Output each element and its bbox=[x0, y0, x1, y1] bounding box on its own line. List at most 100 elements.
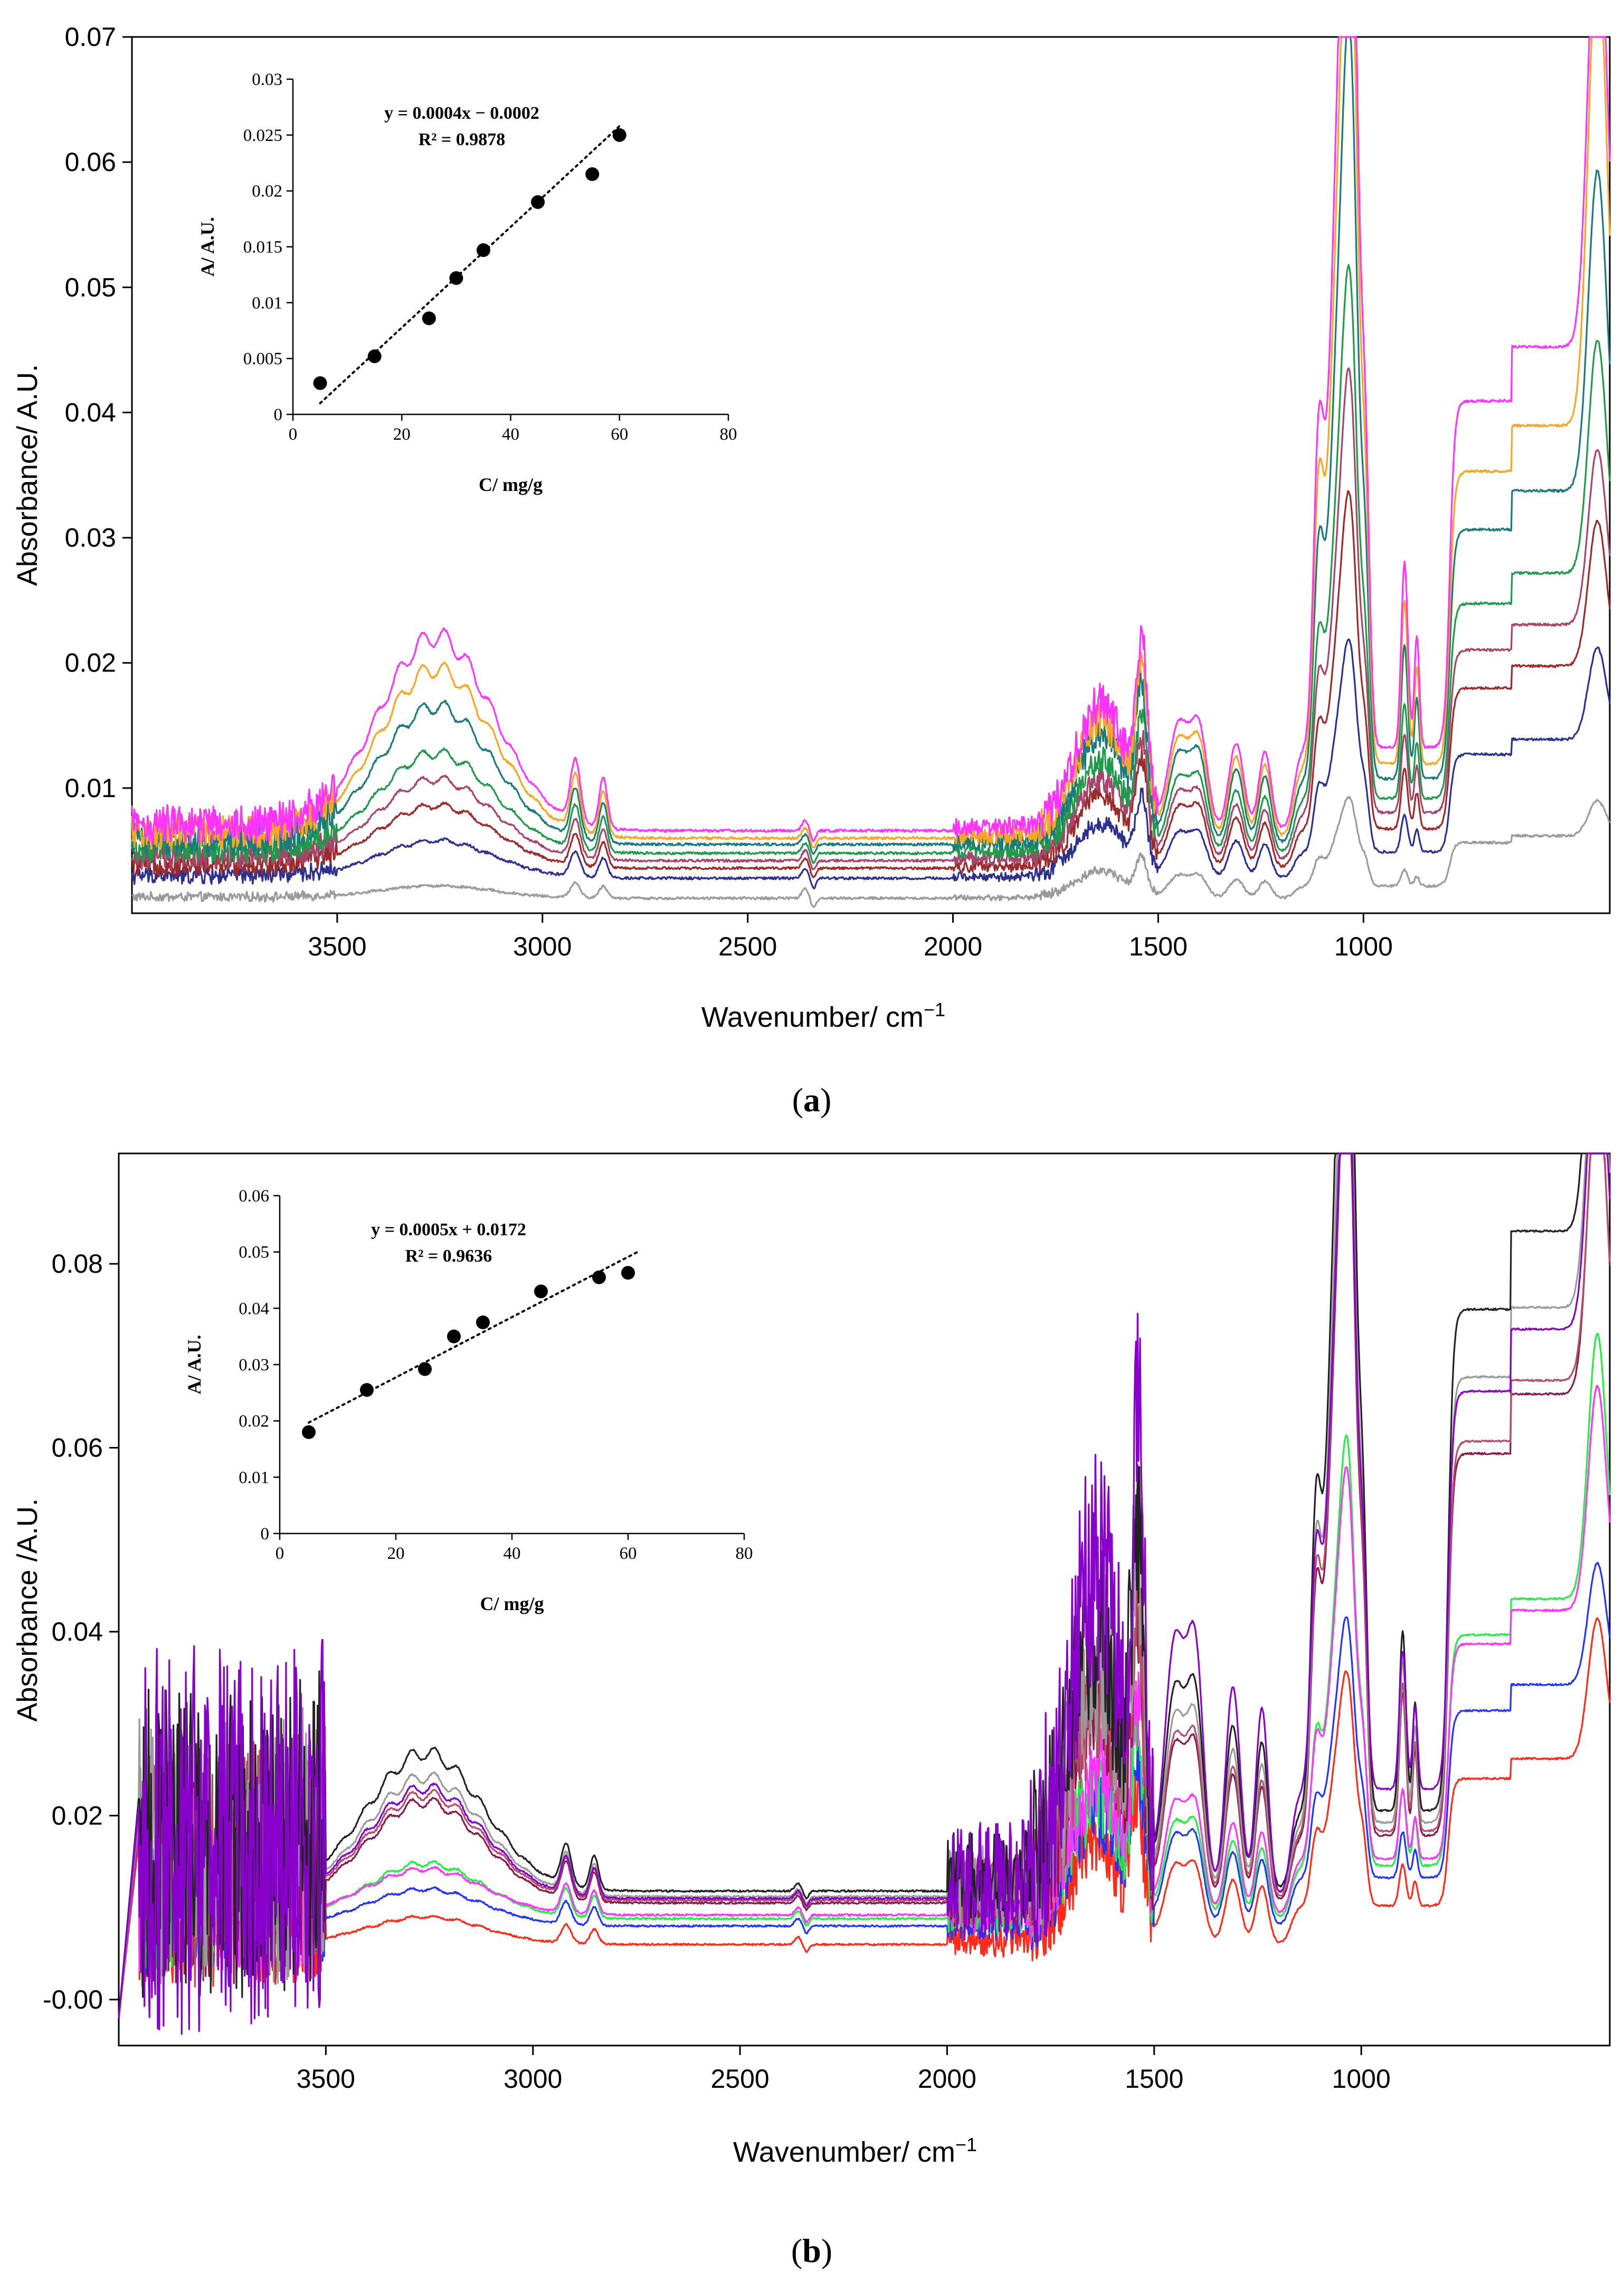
panel-a-inset-x-axis-label: C/ mg/g bbox=[479, 474, 543, 495]
panel-a-axes: 3500 3000 2500 2000 1500 10000.010.020.030.04… bbox=[65, 22, 1393, 961]
panel-a-inset-y-tick-label: 0.03 bbox=[252, 70, 282, 89]
panel-a-inset-y-tick-label: 0.025 bbox=[243, 126, 282, 145]
panel-a-inset-y-tick-label: 0 bbox=[274, 405, 283, 424]
panel-a-inset-x-tick-label: 80 bbox=[720, 425, 737, 444]
panel-b-chart: 3500 3000 2500 2000 1500 1000-0.000.020.040.0… bbox=[12, 1152, 1611, 2168]
panel-a-inset-trendline bbox=[319, 125, 621, 404]
panel-b-inset-y-tick-label: 0.05 bbox=[239, 1243, 269, 1262]
panel-a-x-tick-label: 2000 bbox=[924, 932, 982, 961]
panel-b-series-8 bbox=[118, 1152, 1610, 2018]
panel-a-inset-r2: R² = 0.9878 bbox=[419, 130, 506, 149]
panel-a-caption: (a) bbox=[792, 1081, 832, 1119]
panel-b-inset-y-tick-label: 0.04 bbox=[239, 1299, 269, 1318]
panel-b-inset-point bbox=[418, 1362, 432, 1376]
panel-b-inset-background bbox=[206, 1180, 765, 1639]
panel-b-x-tick-label: 3000 bbox=[504, 2064, 562, 2094]
panel-a-inset-point bbox=[612, 128, 626, 142]
panel-b-caption: (b) bbox=[791, 2232, 832, 2269]
panel-a-series-2 bbox=[131, 638, 1611, 889]
panel-a-x-tick-label: 2500 bbox=[718, 932, 777, 961]
panel-b-inset-y-tick-label: 0.02 bbox=[239, 1412, 269, 1431]
panel-a-inset-y-tick-label: 0.015 bbox=[243, 238, 282, 257]
panel-b-inset-y-tick-label: 0.06 bbox=[239, 1187, 269, 1206]
panel-b-inset-y-tick-label: 0.01 bbox=[239, 1468, 269, 1487]
panel-b-inset-x-tick-label: 60 bbox=[620, 1544, 637, 1563]
panel-b-series-2 bbox=[118, 1561, 1611, 2018]
panel-b-y-tick-label: 0.02 bbox=[52, 1801, 103, 1830]
panel-b-x-tick-label: 2000 bbox=[918, 2064, 976, 2094]
panel-a-y-axis-label: Absorbance/ A.U. bbox=[12, 364, 43, 586]
panel-b-y-tick-label: 0.06 bbox=[52, 1433, 103, 1463]
panel-b-series-7 bbox=[118, 1152, 1611, 2018]
panel-a-spectra bbox=[131, 36, 1611, 908]
panel-b-inset-y-tick-label: 0 bbox=[261, 1525, 270, 1544]
panel-b-axes: 3500 3000 2500 2000 1500 1000-0.000.020.040.0… bbox=[43, 1249, 1391, 2094]
panel-a-series-8 bbox=[131, 36, 1611, 845]
panel-a-y-tick-label: 0.02 bbox=[65, 648, 116, 678]
panel-a-series-6 bbox=[131, 36, 1611, 858]
panel-b-y-tick-label: 0.04 bbox=[52, 1617, 103, 1646]
panel-b-x-tick-label: 1500 bbox=[1125, 2064, 1183, 2094]
panel-a-inset-equation: y = 0.0004x − 0.0002 bbox=[384, 103, 539, 123]
panel-a-inset-y-tick-label: 0.02 bbox=[252, 182, 282, 201]
panel-a-y-tick-label: 0.06 bbox=[65, 147, 116, 177]
panel-a-inset-point bbox=[422, 311, 436, 325]
panel-a-x-tick-label: 1500 bbox=[1129, 932, 1188, 961]
panel-b-series-9 bbox=[118, 1152, 1611, 2035]
panel-a-inset-x-tick-label: 40 bbox=[502, 425, 519, 444]
panel-b-inset-x-axis-label: C/ mg/g bbox=[480, 1593, 544, 1614]
panel-b-inset-x-tick-label: 0 bbox=[276, 1544, 284, 1563]
panel-a-series-4 bbox=[131, 367, 1611, 870]
panel-b-inset-x-tick-label: 20 bbox=[387, 1544, 405, 1563]
panel-a-chart: 3500 3000 2500 2000 1500 10000.010.020.030.04… bbox=[12, 22, 1611, 1033]
panel-b-spectra bbox=[118, 1152, 1611, 2035]
panel-a-y-tick-label: 0.05 bbox=[65, 272, 116, 302]
panel-b-series-6 bbox=[118, 1152, 1611, 2018]
panel-b-inset-equation: y = 0.0005x + 0.0172 bbox=[371, 1220, 526, 1239]
panel-a-inset-y-tick-label: 0.01 bbox=[252, 294, 282, 313]
panel-b-inset-point bbox=[621, 1266, 635, 1280]
panel-a-inset-point bbox=[313, 376, 327, 390]
panel-a-inset-point bbox=[585, 167, 600, 181]
panel-b-plot-frame bbox=[118, 1152, 1611, 2047]
panel-b-inset-point bbox=[360, 1383, 374, 1397]
panel-a-x-tick-label: 3000 bbox=[513, 932, 572, 961]
panel-b-inset-r2: R² = 0.9636 bbox=[405, 1246, 492, 1266]
panel-a-series-1 bbox=[131, 796, 1611, 908]
panel-b-inset-point bbox=[534, 1284, 548, 1299]
panel-b-y-tick-label: 0.08 bbox=[52, 1249, 103, 1279]
panel-b-inset-y-tick-label: 0.03 bbox=[239, 1356, 269, 1375]
panel-b-x-tick-label: 1000 bbox=[1332, 2064, 1391, 2094]
panel-a-x-axis-label: Wavenumber/ cm−1 bbox=[701, 999, 945, 1033]
panel-b-inset-chart: 0 20 40 60 80 0 0.01 0.02 0.03 0.04 0.05 0.06 y = 0.… bbox=[184, 1180, 765, 1639]
panel-b-inset-x-tick-label: 40 bbox=[504, 1544, 521, 1563]
panel-a-inset-point bbox=[531, 195, 545, 209]
panel-b-y-tick-label: -0.00 bbox=[43, 1985, 103, 2014]
panel-a-y-tick-label: 0.04 bbox=[65, 397, 116, 427]
panel-a-inset-background bbox=[219, 63, 749, 520]
panel-a-y-tick-label: 0.03 bbox=[65, 523, 116, 553]
panel-b-series-4 bbox=[118, 1385, 1611, 2018]
panel-a-inset-point bbox=[476, 243, 490, 257]
panel-b-inset-x-tick-label: 80 bbox=[736, 1544, 753, 1563]
panel-b-x-axis-label: Wavenumber/ cm−1 bbox=[733, 2134, 977, 2168]
panel-b-x-tick-label: 2500 bbox=[710, 2064, 769, 2094]
panel-b-inset-point bbox=[476, 1315, 490, 1329]
panel-b-inset-trendline bbox=[308, 1250, 641, 1424]
panel-a-y-tick-label: 0.01 bbox=[65, 773, 116, 803]
panel-a-inset-x-tick-label: 20 bbox=[393, 425, 411, 444]
panel-a-inset-x-tick-label: 0 bbox=[289, 425, 298, 444]
panel-a-inset-y-axis-label: A/ A.U. bbox=[197, 217, 218, 277]
panel-a-series-5 bbox=[131, 264, 1611, 865]
panel-a-x-tick-label: 3500 bbox=[308, 932, 366, 961]
panel-b-inset-y-axis-label: A/ A.U. bbox=[184, 1334, 205, 1394]
panel-a-y-tick-label: 0.07 bbox=[65, 22, 116, 52]
panel-b-inset-point bbox=[302, 1425, 316, 1439]
panel-b-series-1 bbox=[118, 1617, 1611, 2018]
panel-b-inset-point bbox=[447, 1329, 461, 1343]
panel-b-x-tick-label: 3500 bbox=[297, 2064, 355, 2094]
panel-a-inset-point bbox=[449, 271, 463, 285]
panel-a-series-7 bbox=[131, 36, 1611, 851]
panel-a-inset-point bbox=[367, 349, 382, 363]
panel-a-inset-x-tick-label: 60 bbox=[611, 425, 628, 444]
